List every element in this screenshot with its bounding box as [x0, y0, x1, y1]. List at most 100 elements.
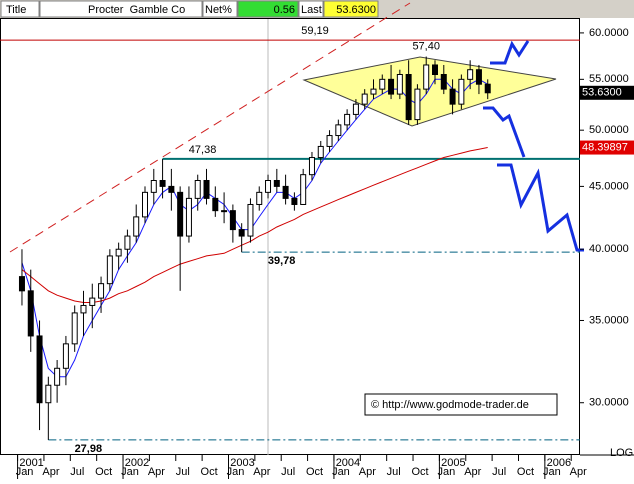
candle-body	[238, 229, 245, 237]
x-tick-label: Jan	[227, 466, 245, 478]
candle-body	[467, 69, 474, 80]
candle-body	[168, 185, 175, 193]
header-cell	[39, 0, 203, 18]
candle-body	[142, 191, 148, 218]
header-title: Title	[6, 4, 26, 16]
x-tick-label: Apr	[42, 466, 59, 478]
price-badge	[580, 140, 634, 155]
x-tick-label: Apr	[148, 466, 165, 478]
triangle-pattern	[302, 56, 557, 127]
x-tick-label: Jul	[176, 466, 190, 478]
year-label: 2002	[125, 457, 149, 469]
x-tick-label: Jul	[387, 466, 401, 478]
projection-arrow	[490, 40, 530, 65]
candle-body	[370, 88, 377, 95]
header-cell	[0, 0, 40, 18]
projection-arrow	[497, 163, 584, 252]
trend-channel	[9, 2, 411, 253]
scale-label: LOG	[610, 447, 633, 459]
year-label: 2006	[547, 457, 571, 469]
candle-body	[256, 191, 263, 205]
candle-body	[98, 283, 105, 299]
candle-body	[317, 145, 324, 159]
candle-body	[273, 179, 280, 187]
candle-body	[133, 216, 140, 237]
y-tick-label: 55.0000	[589, 73, 629, 85]
header-cell	[298, 0, 324, 18]
level-label: 47,38	[189, 144, 217, 156]
candle-body	[405, 74, 412, 121]
x-tick-label: Oct	[411, 466, 428, 478]
projection-arrow	[483, 106, 526, 158]
y-tick-label: 35.0000	[589, 314, 629, 326]
x-tick-label: Apr	[359, 466, 376, 478]
candle-body	[221, 210, 228, 213]
candle-body	[159, 179, 166, 187]
y-tick-label: 60.0000	[589, 27, 629, 39]
candle-body	[229, 210, 236, 231]
year-label: 2005	[441, 457, 465, 469]
candle-body	[185, 197, 192, 237]
candle-body	[361, 93, 368, 105]
plot-frame	[0, 18, 580, 455]
y-tick-label: 40.0000	[589, 243, 629, 255]
candle-body	[62, 343, 69, 369]
candle-body	[388, 78, 395, 95]
candle-body	[177, 191, 184, 237]
candle-body	[291, 197, 298, 205]
candle-body	[423, 64, 430, 90]
header-last-label: Last	[301, 4, 322, 16]
peak-label: 57,40	[412, 40, 440, 52]
header-net-value: 0.56	[274, 4, 295, 16]
level-label: 27,98	[75, 443, 103, 455]
candle-body	[379, 78, 386, 90]
x-tick-label: Apr	[464, 466, 481, 478]
candle-body	[449, 88, 456, 105]
header-net-label: Net%	[205, 4, 232, 16]
candle-body	[282, 185, 289, 199]
y-tick-label: 45.0000	[589, 180, 629, 192]
header-name: Procter Gamble Co	[88, 4, 185, 16]
candle-body	[432, 64, 438, 76]
price-badge	[580, 85, 634, 100]
candle-body	[344, 113, 351, 126]
candle-body	[414, 88, 421, 121]
x-tick-label: Apr	[570, 466, 587, 478]
candle-body	[352, 103, 359, 115]
x-tick-label: Jan	[332, 466, 350, 478]
candle-body	[308, 157, 315, 176]
x-tick-label: Apr	[253, 466, 270, 478]
candle-body	[484, 83, 491, 94]
y-tick-label: 30.0000	[589, 397, 629, 409]
y-tick-label: 50.0000	[589, 124, 629, 136]
year-label: 2001	[19, 457, 43, 469]
candle-body	[45, 384, 52, 404]
header-cell	[202, 0, 238, 18]
candle-body	[440, 74, 447, 90]
candle-body	[124, 235, 131, 250]
header-cell	[237, 0, 299, 18]
candle-body	[212, 197, 219, 212]
candle-body	[326, 135, 333, 147]
candle-body	[458, 78, 465, 105]
candle-body	[335, 124, 342, 137]
candle-body	[265, 179, 272, 193]
watermark-box	[364, 393, 558, 416]
moving-average	[21, 147, 488, 303]
candle-body	[150, 179, 157, 193]
watermark: © http://www.godmode-trader.de	[371, 399, 529, 411]
candle-body	[115, 248, 122, 257]
header-last-value: 53.6300	[336, 4, 376, 16]
x-tick-label: Jan	[543, 466, 561, 478]
candle-body	[54, 367, 61, 386]
x-tick-label: Oct	[306, 466, 323, 478]
x-tick-label: Jan	[438, 466, 456, 478]
candle-body	[36, 335, 43, 404]
level-label: 39,78	[268, 255, 296, 267]
candle-body	[27, 290, 34, 337]
candle-body	[18, 276, 25, 292]
x-tick-label: Jan	[16, 466, 34, 478]
header-cell	[323, 0, 379, 18]
x-tick-label: Jan	[121, 466, 139, 478]
